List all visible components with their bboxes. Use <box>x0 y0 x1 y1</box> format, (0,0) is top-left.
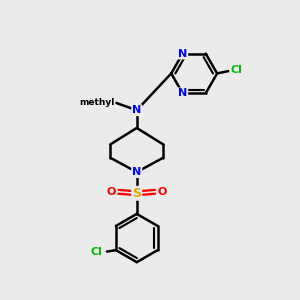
Text: N: N <box>178 88 187 98</box>
Text: N: N <box>132 105 141 115</box>
Text: Cl: Cl <box>230 65 242 76</box>
Text: S: S <box>132 187 141 200</box>
Text: O: O <box>158 187 167 197</box>
Text: methyl: methyl <box>79 98 115 107</box>
Text: N: N <box>178 49 187 58</box>
Text: Cl: Cl <box>90 247 102 256</box>
Text: O: O <box>107 187 116 197</box>
Text: N: N <box>132 167 141 177</box>
